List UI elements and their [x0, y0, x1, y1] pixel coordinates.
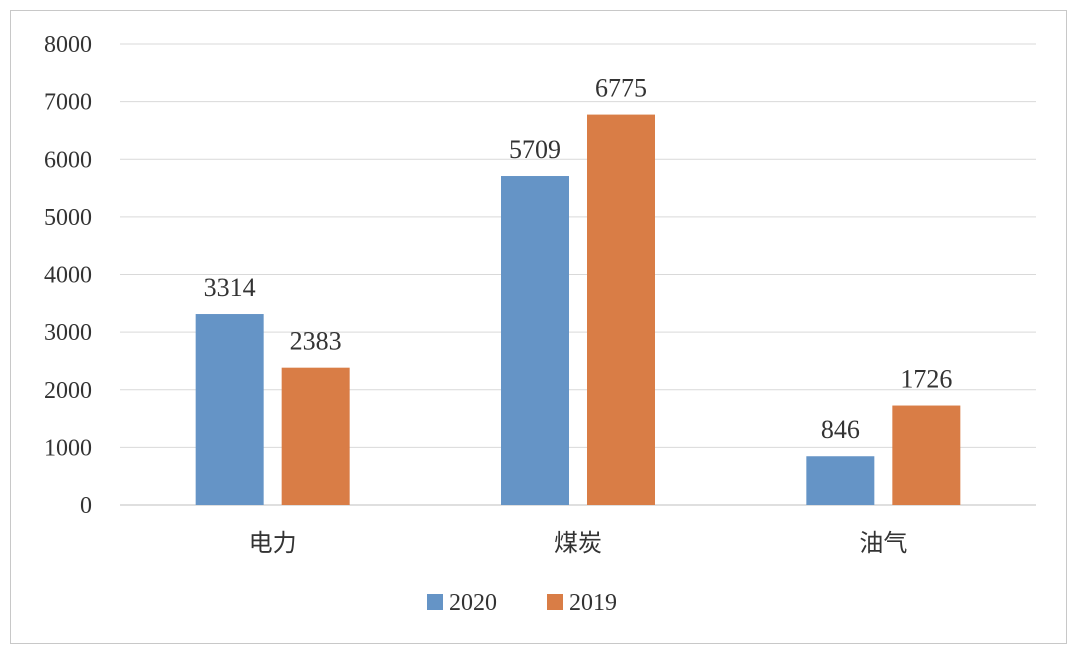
data-labels: 3314 2383 5709 6775 846 1726	[204, 74, 953, 445]
y-tick-label: 6000	[44, 147, 92, 173]
y-tick-label: 0	[80, 493, 92, 519]
bar-2019-1	[587, 114, 655, 505]
legend-swatch	[427, 594, 443, 610]
bar-2019-2	[892, 405, 961, 505]
legend-label: 2019	[569, 590, 617, 616]
legend-label: 2020	[449, 590, 497, 616]
data-label: 2383	[290, 327, 342, 356]
data-label: 1726	[900, 365, 952, 394]
data-label: 846	[821, 415, 860, 444]
bar-2019-0	[281, 367, 350, 505]
data-label: 5709	[509, 135, 561, 164]
data-label: 6775	[595, 74, 647, 103]
bars	[195, 114, 961, 506]
y-tick-label: 2000	[44, 378, 92, 404]
y-tick-label: 1000	[44, 435, 92, 461]
gridlines	[120, 43, 1036, 506]
bar-2020-1	[501, 176, 569, 506]
bar-2020-2	[806, 456, 875, 505]
y-tick-label: 5000	[44, 205, 92, 231]
y-tick-label: 3000	[44, 320, 92, 346]
bar-2020-0	[195, 314, 264, 505]
x-tick-label: 电力	[249, 529, 297, 557]
y-tick-label: 4000	[44, 263, 92, 289]
x-axis: 电力 煤炭 油气	[249, 529, 908, 557]
y-axis: 0 1000 2000 3000 4000 5000 6000 7000 8000	[44, 32, 92, 519]
legend: 2020 2019	[427, 590, 617, 616]
y-tick-label: 8000	[44, 32, 92, 58]
x-tick-label: 油气	[859, 529, 907, 557]
x-tick-label: 煤炭	[554, 529, 602, 557]
data-label: 3314	[204, 273, 256, 302]
legend-swatch	[547, 594, 563, 610]
y-tick-label: 7000	[44, 90, 92, 116]
